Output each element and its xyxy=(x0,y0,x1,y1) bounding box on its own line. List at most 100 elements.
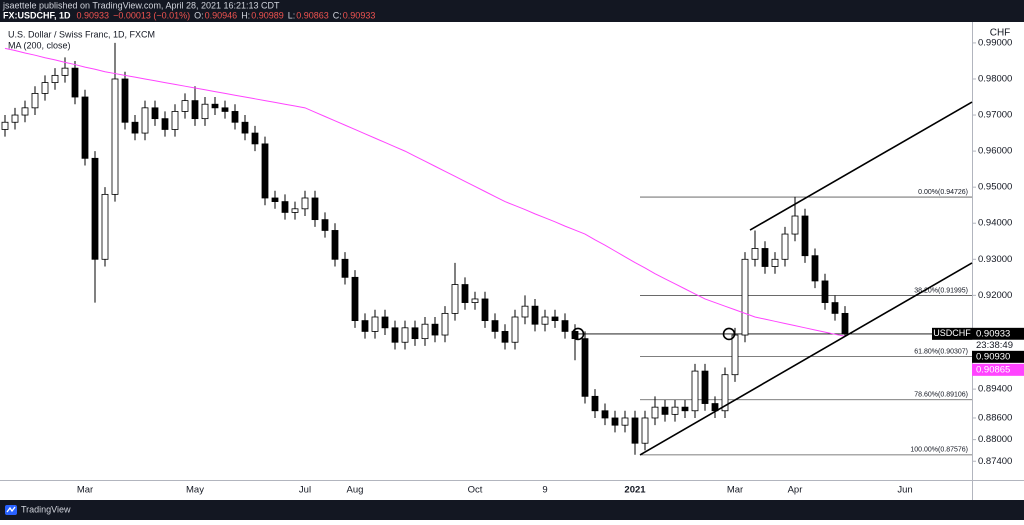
candle-body xyxy=(451,284,459,314)
candle-body xyxy=(541,316,549,325)
candle-body xyxy=(461,284,469,303)
candle-body xyxy=(841,312,849,335)
candle-body xyxy=(831,302,839,314)
ma-line xyxy=(4,47,846,337)
candle-body xyxy=(501,331,509,343)
candle-body xyxy=(561,320,569,332)
candle-body xyxy=(471,298,479,303)
symbol-box xyxy=(932,327,972,340)
countdown: 23:38:49 xyxy=(976,340,1013,351)
last-box xyxy=(972,327,1024,340)
x-tick-label: Aug xyxy=(347,485,364,496)
y-tick-label: 0.98000 xyxy=(978,73,1012,84)
candle-body xyxy=(631,417,639,444)
candle-body xyxy=(521,305,529,318)
candle-body xyxy=(401,327,409,343)
y-tick-label: 0.88000 xyxy=(978,434,1012,445)
candle-body xyxy=(81,96,89,159)
currency: CHF xyxy=(990,28,1011,39)
candle-body xyxy=(661,406,669,415)
candle-body xyxy=(171,111,179,130)
trendline xyxy=(749,101,973,231)
candle-body xyxy=(151,107,159,120)
y-tick-label: 0.99000 xyxy=(978,37,1012,48)
instrument-title: U.S. Dollar / Swiss Franc, 1D, FXCM xyxy=(8,29,155,39)
candle-body xyxy=(431,323,439,336)
candle-body xyxy=(161,118,169,130)
x-tick-label: 9 xyxy=(542,485,547,496)
y-tick-label: 0.93000 xyxy=(978,254,1012,265)
candle-body xyxy=(211,103,219,109)
y-tick-label: 0.96000 xyxy=(978,146,1012,157)
x-tick-label: Mar xyxy=(727,485,743,496)
y-tick-label: 0.88600 xyxy=(978,412,1012,423)
price-change: −0.00013 (−0.01%) xyxy=(113,10,190,20)
candle-body xyxy=(511,316,519,343)
candle-body xyxy=(311,197,319,221)
level-label: 0.90930 xyxy=(976,351,1010,362)
candle-body xyxy=(51,74,59,83)
y-tick-label: 0.94000 xyxy=(978,218,1012,229)
candle-body xyxy=(231,111,239,123)
candle-body xyxy=(551,316,559,322)
x-tick-label: 2021 xyxy=(624,485,646,496)
ohlc-label: H: xyxy=(241,10,250,20)
candle-body xyxy=(781,233,789,260)
candle-body xyxy=(491,320,499,332)
candle-body xyxy=(771,258,779,267)
candle-body xyxy=(421,323,429,340)
candle-body xyxy=(1,121,9,130)
candle-body xyxy=(351,276,359,322)
candle-body xyxy=(121,78,129,123)
candle-body xyxy=(271,197,279,202)
ohlc-label: C: xyxy=(333,10,342,20)
candle-body xyxy=(671,406,679,415)
candle-body xyxy=(581,338,589,397)
candle-body xyxy=(621,417,629,426)
candle-body xyxy=(381,316,389,329)
header-bar xyxy=(0,0,1024,22)
y-tick-label: 0.92000 xyxy=(978,290,1012,301)
candle-body xyxy=(101,193,109,260)
candle-body xyxy=(321,219,329,231)
y-tick-label: 0.89400 xyxy=(978,384,1012,395)
candle-body xyxy=(141,107,149,134)
candle-body xyxy=(391,327,399,343)
candle-body xyxy=(681,406,689,412)
candle-body xyxy=(131,121,139,134)
fib-label: 78.60%(0.89106) xyxy=(914,392,968,399)
ohlc-label: O: xyxy=(194,10,204,20)
candle-body xyxy=(481,298,489,322)
candle-body xyxy=(411,327,419,340)
x-tick-label: Oct xyxy=(468,485,483,496)
candle-body xyxy=(751,248,759,260)
symbol-label: USDCHF xyxy=(933,328,971,338)
candle-body xyxy=(531,305,539,325)
candle-body xyxy=(821,280,829,303)
marker-circle xyxy=(722,327,736,341)
candle-body xyxy=(641,417,649,444)
candle-body xyxy=(221,107,229,112)
candle-body xyxy=(181,100,189,112)
candle-body xyxy=(701,370,709,404)
fib-label: 38.20%(0.91995) xyxy=(914,287,968,294)
candle-body xyxy=(261,143,269,199)
ohlc-value: 0.90946 xyxy=(205,10,238,20)
y-tick-label: 0.97000 xyxy=(978,110,1012,121)
candle-body xyxy=(21,107,29,116)
candle-body xyxy=(441,312,449,336)
candle-body xyxy=(611,417,619,426)
marker-circle xyxy=(571,327,585,341)
candle-body xyxy=(111,78,119,195)
x-tick-label: Jun xyxy=(897,485,912,496)
candle-body xyxy=(41,82,49,94)
candle-body xyxy=(651,406,659,419)
candle-body xyxy=(361,320,369,332)
ohlc-value: 0.90863 xyxy=(296,10,329,20)
candle-body xyxy=(61,67,69,76)
candle-body xyxy=(811,255,819,282)
x-tick-label: Apr xyxy=(788,485,803,496)
x-tick-label: Jul xyxy=(299,485,311,496)
candle-body xyxy=(741,258,749,336)
